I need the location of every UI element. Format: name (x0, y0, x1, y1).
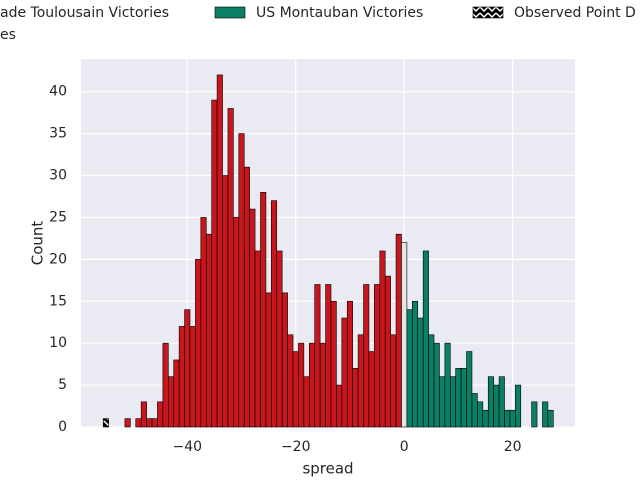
legend-label: US Montauban Victories (256, 5, 423, 21)
bar (173, 359, 180, 428)
legend-swatch (472, 6, 504, 19)
bar (357, 334, 364, 428)
legend-swatch (214, 6, 246, 19)
bar (509, 409, 516, 428)
bar (379, 250, 386, 428)
bar (460, 368, 467, 428)
y-tick-label: 25 (49, 209, 67, 225)
bar (260, 191, 267, 428)
bar (271, 200, 278, 428)
bar (368, 351, 375, 428)
bar (482, 409, 489, 428)
bar (265, 292, 272, 428)
bar (547, 409, 554, 428)
bar (428, 334, 435, 428)
x-axis-label: spread (302, 460, 353, 478)
bar (216, 74, 223, 428)
bar (412, 300, 419, 428)
bar (211, 99, 218, 428)
bar (401, 242, 408, 428)
legend-label: ade Toulousain Victories (0, 5, 169, 21)
bar (325, 284, 332, 428)
bar (276, 250, 283, 428)
bar (298, 342, 305, 428)
bar (178, 326, 185, 428)
bar (493, 384, 500, 428)
bar (308, 342, 316, 428)
bar (363, 284, 370, 428)
bar (135, 418, 142, 428)
bar (515, 384, 522, 428)
bar (303, 376, 310, 428)
bar (444, 342, 451, 428)
bar (455, 368, 462, 428)
y-tick-label: 5 (58, 377, 67, 393)
bar (292, 351, 299, 428)
y-tick-label: 40 (49, 84, 67, 100)
bar (140, 401, 147, 428)
bar (466, 351, 473, 428)
legend-label: Observed Point D (514, 5, 636, 21)
bar (238, 133, 245, 428)
bar (374, 284, 381, 428)
bar (531, 401, 538, 428)
bar (352, 368, 359, 428)
legend-label: es (0, 27, 16, 43)
bar (124, 418, 131, 428)
bar (498, 376, 505, 428)
bar (395, 233, 402, 428)
bar (346, 300, 353, 428)
bar (168, 376, 175, 428)
bar (417, 317, 424, 428)
bar (384, 275, 391, 428)
bar (227, 108, 234, 428)
bar (189, 326, 196, 428)
bar (222, 175, 229, 428)
bar (487, 376, 494, 428)
bar (195, 259, 202, 428)
y-tick-label: 0 (58, 419, 67, 435)
bar (314, 284, 321, 428)
bar (184, 309, 191, 428)
bar (319, 342, 326, 428)
bar (151, 418, 158, 428)
bar (102, 418, 109, 428)
bar (146, 418, 153, 428)
x-tick-label: −40 (173, 439, 203, 455)
bar (254, 250, 261, 428)
bar (341, 317, 348, 428)
bar (390, 334, 397, 428)
bar (162, 342, 169, 428)
y-tick-label: 10 (49, 335, 67, 351)
bar (243, 166, 250, 428)
bar (449, 376, 457, 428)
bar (406, 309, 413, 428)
x-tick-label: 0 (400, 439, 409, 455)
bar (157, 401, 164, 428)
bar (233, 217, 240, 428)
bar (330, 300, 337, 428)
bar (281, 292, 288, 428)
bar (287, 334, 294, 428)
bar (336, 384, 343, 428)
bar (504, 409, 511, 428)
y-tick-label: 15 (49, 293, 67, 309)
y-tick-label: 35 (49, 126, 67, 142)
bar (249, 208, 256, 428)
x-tick-label: 20 (504, 439, 522, 455)
y-tick-label: 20 (49, 251, 67, 267)
bar (471, 393, 478, 428)
bar (439, 376, 446, 428)
x-tick-label: −20 (281, 439, 311, 455)
bar (422, 250, 429, 428)
y-tick-label: 30 (49, 168, 67, 184)
bar (542, 401, 549, 428)
y-axis-label: Count (29, 221, 47, 266)
bar (200, 217, 207, 428)
bar (477, 401, 484, 428)
bar (433, 342, 440, 428)
bar (205, 233, 212, 428)
